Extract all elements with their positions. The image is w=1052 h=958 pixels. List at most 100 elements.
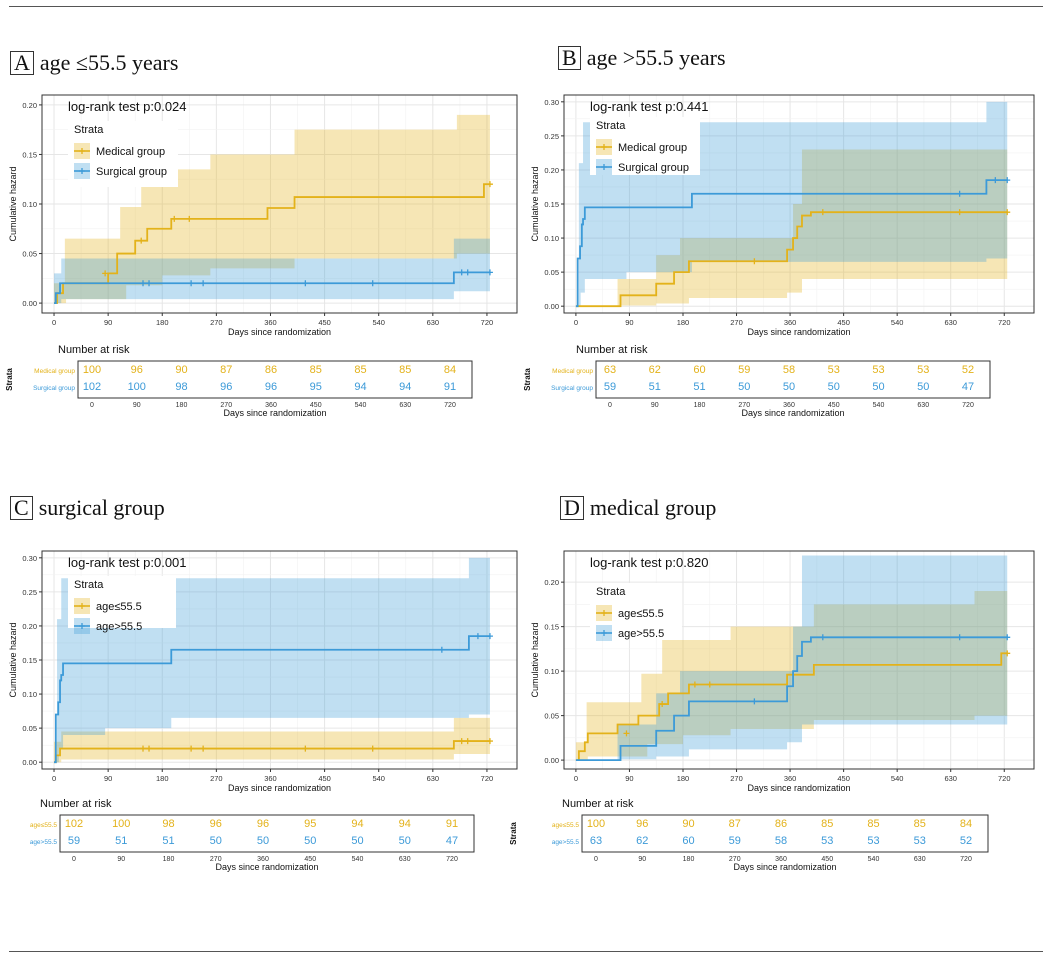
- risk-table-strata-label: Strata: [509, 822, 518, 845]
- legend-censor-mark: [601, 164, 607, 170]
- legend-censor-mark: [601, 610, 607, 616]
- censor-mark: [706, 681, 713, 688]
- censor-mark: [1004, 650, 1011, 657]
- x-axis-label: Days since randomization: [747, 783, 850, 793]
- risk-table-x-tick-label: 0: [608, 402, 612, 409]
- risk-count: 51: [649, 381, 661, 393]
- legend-label: age≤55.5: [96, 601, 142, 613]
- y-tick-label: 0.00: [544, 302, 559, 311]
- risk-count: 50: [872, 381, 884, 393]
- risk-table-x-tick-label: 720: [446, 856, 458, 863]
- x-tick-label: 450: [837, 774, 850, 783]
- legend-box: [68, 576, 176, 628]
- series-2-step-line: [575, 179, 1008, 308]
- y-tick-label: 0.00: [544, 756, 559, 765]
- risk-count: 94: [351, 818, 363, 830]
- risk-table-x-tick-label: 360: [783, 402, 795, 409]
- x-tick-label: 720: [998, 318, 1011, 327]
- panel-c-letter: C: [10, 496, 33, 520]
- risk-table-row-label: Surgical group: [551, 385, 593, 392]
- risk-table-row-label: Medical group: [34, 368, 75, 375]
- legend-box: [68, 121, 178, 187]
- risk-table-x-label: Days since randomization: [741, 408, 844, 418]
- risk-table-title: Number at risk: [576, 344, 648, 356]
- legend-censor-mark: [79, 148, 85, 154]
- y-tick-label: 0.10: [22, 690, 37, 699]
- legend-censor-mark: [601, 630, 607, 636]
- panel-d-chart: 0.00 0.05 0.10 0.15 0.20 0 90 180 270 360 450 540 63…: [509, 550, 1035, 872]
- legend-title: Strata: [74, 579, 104, 591]
- y-axis-label: Cumulative hazard: [530, 622, 540, 697]
- risk-count: 85: [354, 364, 366, 376]
- risk-count: 96: [265, 381, 277, 393]
- y-tick-label: 0.20: [22, 622, 37, 631]
- legend-label: Surgical group: [618, 162, 689, 174]
- series-2-step-line: [575, 636, 1008, 762]
- risk-count: 62: [636, 835, 648, 847]
- risk-count: 100: [587, 818, 605, 830]
- x-tick-label: 540: [891, 318, 904, 327]
- y-tick-label: 0.30: [22, 554, 37, 563]
- x-tick-label: 630: [944, 774, 957, 783]
- panel-b-heading: age >55.5 years: [586, 45, 726, 70]
- risk-count: 53: [914, 835, 926, 847]
- legend-censor-mark: [79, 623, 85, 629]
- risk-count: 98: [175, 381, 187, 393]
- legend-label: age>55.5: [618, 628, 664, 640]
- risk-table-x-tick-label: 450: [310, 402, 322, 409]
- bottom-rule: [9, 951, 1043, 952]
- risk-count: 84: [960, 818, 972, 830]
- legend-title: Strata: [596, 586, 626, 598]
- risk-count: 94: [399, 818, 411, 830]
- risk-count: 59: [729, 835, 741, 847]
- x-tick-label: 90: [625, 318, 633, 327]
- risk-count: 100: [128, 381, 146, 393]
- risk-count: 53: [917, 364, 929, 376]
- y-axis-label: Cumulative hazard: [8, 166, 18, 241]
- risk-count: 60: [693, 364, 705, 376]
- risk-count: 53: [821, 835, 833, 847]
- risk-table-x-tick-label: 720: [960, 856, 972, 863]
- x-tick-label: 720: [481, 318, 494, 327]
- censor-mark: [140, 280, 147, 287]
- x-axis-label: Days since randomization: [228, 783, 331, 793]
- censor-mark: [138, 237, 145, 244]
- risk-table-row-label: age>55.5: [30, 839, 58, 846]
- series-2-step-line: [54, 635, 490, 764]
- censor-mark: [302, 745, 309, 752]
- risk-table-x-tick-label: 180: [683, 856, 695, 863]
- legend-title: Strata: [596, 120, 626, 132]
- y-tick-label: 0.15: [544, 200, 559, 209]
- panel-b-chart: 0.00 0.05 0.10 0.15 0.20 0.25 0.30 0 90 180 270 360…: [523, 94, 1035, 418]
- legend-label: Medical group: [618, 142, 687, 154]
- risk-count: 50: [351, 835, 363, 847]
- censor-mark: [200, 745, 207, 752]
- x-tick-label: 0: [574, 774, 578, 783]
- risk-count: 86: [265, 364, 277, 376]
- y-axis-label: Cumulative hazard: [8, 622, 18, 697]
- panel-a-letter: A: [10, 51, 34, 75]
- x-tick-label: 180: [677, 318, 690, 327]
- y-tick-label: 0.25: [544, 132, 559, 141]
- risk-table-x-label: Days since randomization: [223, 408, 326, 418]
- risk-table-row-label: Medical group: [552, 368, 593, 375]
- y-tick-label: 0.10: [544, 234, 559, 243]
- risk-table-frame: [595, 360, 991, 399]
- panel-d-letter: D: [560, 496, 584, 520]
- risk-count: 50: [257, 835, 269, 847]
- censor-mark: [458, 269, 465, 276]
- x-tick-label: 270: [210, 318, 223, 327]
- panel-a-heading: age ≤55.5 years: [39, 50, 179, 75]
- x-tick-label: 450: [318, 774, 331, 783]
- risk-count: 85: [914, 818, 926, 830]
- x-tick-label: 0: [52, 774, 56, 783]
- censor-mark: [486, 269, 493, 276]
- log-rank-annotation: log-rank test p:0.820: [590, 555, 709, 570]
- x-tick-label: 540: [372, 774, 385, 783]
- series-1-step-line: [575, 211, 1008, 308]
- risk-table-x-tick-label: 360: [265, 402, 277, 409]
- censor-mark: [188, 280, 195, 287]
- censor-mark: [438, 646, 445, 653]
